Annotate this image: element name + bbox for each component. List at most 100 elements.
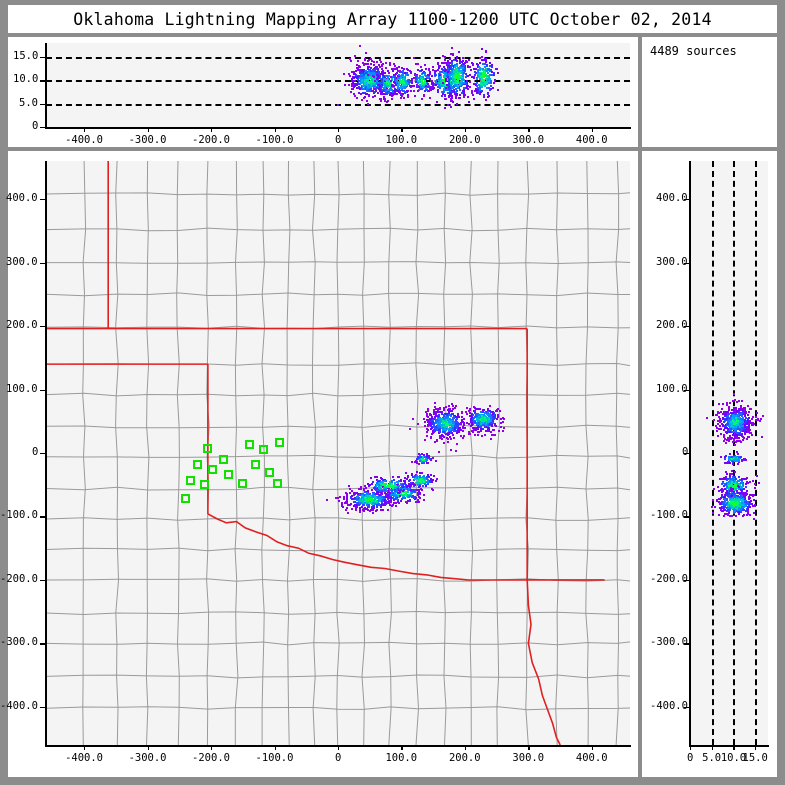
lightning-source-point: [463, 88, 466, 91]
lma-station-marker[interactable]: [224, 470, 234, 480]
lma-station-marker[interactable]: [219, 454, 229, 464]
lightning-source-point: [481, 76, 484, 79]
lightning-source-point: [374, 88, 377, 91]
lightning-source-point: [369, 84, 372, 87]
lightning-source-point: [412, 76, 415, 79]
lightning-source-point: [476, 421, 478, 424]
x-tick-label: 100.0: [385, 752, 418, 764]
lightning-source-point: [741, 422, 744, 425]
lightning-source-point: [729, 482, 732, 485]
lightning-source-point: [399, 87, 402, 90]
lightning-source-point: [385, 74, 388, 77]
lma-station-marker[interactable]: [200, 480, 210, 490]
lightning-source-point: [718, 425, 721, 427]
lightning-source-point: [472, 427, 475, 430]
lightning-source-point: [451, 100, 454, 103]
lightning-source-point: [426, 420, 429, 423]
altitude-vs-east-west-plot[interactable]: [46, 43, 630, 127]
lightning-source-point: [443, 436, 446, 439]
lightning-source-point: [452, 81, 455, 84]
lightning-source-point: [442, 83, 445, 86]
lightning-source-point: [374, 82, 377, 85]
lma-station-marker[interactable]: [186, 476, 196, 486]
lightning-source-point: [487, 80, 490, 82]
lightning-source-point: [366, 83, 369, 86]
lma-station-marker[interactable]: [238, 478, 248, 488]
lightning-source-point: [373, 77, 376, 80]
north-south-vs-altitude-panel[interactable]: 0 5.0 10.0 15.0 -400.0 -300.0 -200.0 -100.0 0 100…: [642, 151, 777, 777]
lightning-source-point: [496, 414, 499, 417]
lma-station-marker[interactable]: [250, 459, 260, 469]
lightning-source-point: [445, 405, 448, 408]
lightning-source-point: [395, 72, 398, 75]
lma-station-marker[interactable]: [207, 465, 217, 474]
lightning-source-point: [452, 52, 455, 55]
lightning-source-point: [733, 418, 736, 421]
lightning-source-point: [486, 75, 489, 77]
lightning-source-point: [453, 425, 456, 427]
lightning-source-point: [484, 422, 487, 425]
lma-station-marker[interactable]: [181, 494, 191, 504]
lightning-source-point: [378, 66, 381, 69]
lightning-source-point: [392, 81, 395, 84]
lightning-source-point: [432, 86, 435, 89]
lightning-source-point: [491, 86, 494, 89]
lightning-source-point: [376, 492, 379, 495]
lightning-source-point: [744, 492, 747, 495]
lma-station-marker[interactable]: [272, 478, 282, 488]
lma-station-marker[interactable]: [192, 459, 202, 469]
lightning-source-point: [464, 75, 467, 78]
lightning-source-point: [348, 488, 351, 491]
lightning-source-point: [443, 429, 446, 432]
lightning-source-point: [356, 74, 358, 77]
lightning-source-point: [450, 105, 453, 108]
lightning-source-point: [746, 428, 749, 431]
lma-station-marker[interactable]: [275, 438, 285, 448]
lightning-source-point: [454, 84, 457, 87]
lightning-source-point: [734, 477, 737, 480]
lightning-source-point: [758, 482, 761, 484]
lightning-source-point: [432, 457, 435, 460]
lightning-source-point: [417, 81, 420, 84]
plan-view-map-plot[interactable]: [46, 161, 630, 745]
lightning-source-point: [453, 79, 456, 82]
lma-station-marker[interactable]: [203, 444, 213, 454]
lightning-source-point: [741, 424, 744, 427]
lightning-source-point: [483, 71, 486, 74]
lightning-source-point: [366, 503, 369, 506]
lightning-source-point: [425, 475, 428, 478]
lightning-source-point: [362, 92, 365, 95]
lma-station-marker[interactable]: [258, 444, 268, 454]
lightning-source-point: [368, 74, 371, 77]
lightning-source-point: [385, 86, 388, 89]
lightning-source-point: [730, 411, 733, 414]
north-south-vs-altitude-plot[interactable]: [690, 161, 768, 745]
altitude-vs-east-west-panel[interactable]: -400.0 -300.0 -200.0 -100.0 0 100.0 200.0 300.0…: [8, 37, 638, 147]
lightning-source-point: [726, 431, 729, 434]
lightning-source-point: [448, 92, 451, 95]
lightning-source-point: [436, 419, 438, 422]
lightning-source-point: [434, 415, 436, 418]
lightning-source-point: [454, 418, 457, 421]
y-tick: [40, 643, 46, 645]
county-boundary: [46, 610, 630, 616]
lightning-source-point: [725, 498, 728, 501]
x-tick: [147, 745, 149, 750]
lma-station-marker[interactable]: [264, 467, 274, 477]
county-boundary: [361, 161, 366, 745]
plan-view-map-panel[interactable]: -400.0 -300.0 -200.0 -100.0 0 100.0 200.0 300.0…: [0, 151, 638, 777]
lightning-source-point: [491, 425, 493, 428]
lightning-source-point: [418, 75, 421, 77]
lightning-source-point: [748, 407, 751, 410]
lightning-source-point: [359, 80, 362, 83]
lma-station-marker[interactable]: [244, 439, 254, 449]
lightning-source-point: [450, 426, 453, 429]
lightning-source-point: [381, 74, 384, 76]
lightning-source-point: [456, 429, 459, 432]
lightning-source-point: [434, 70, 437, 73]
lightning-source-point: [743, 419, 746, 421]
lightning-source-point: [362, 85, 365, 87]
lightning-source-point: [461, 66, 464, 69]
lightning-source-point: [479, 73, 481, 76]
lightning-source-point: [483, 72, 486, 75]
